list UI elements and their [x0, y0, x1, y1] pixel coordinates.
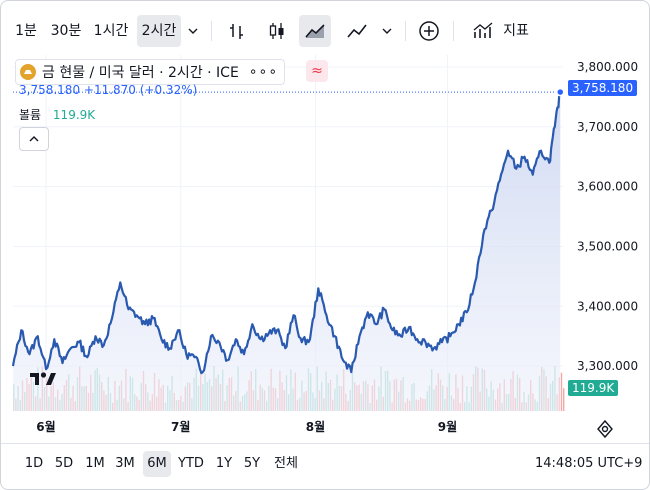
compare-badge-icon[interactable]: ≈ [306, 60, 328, 82]
bottom-separator [1, 443, 649, 444]
interval-1h-button[interactable]: 1시간 [93, 23, 129, 39]
series-area [13, 92, 561, 411]
clock-display: 14:48:05 UTC+9 [535, 456, 643, 471]
volume-value: 119.9K [52, 108, 96, 122]
volume-label: 볼륨 [19, 108, 42, 122]
tradingview-logo [29, 371, 57, 391]
interval-1m-button[interactable]: 1분 [15, 23, 37, 39]
indicators-icon[interactable] [467, 15, 499, 47]
volume-bar [563, 388, 565, 411]
y-tick-label: 3,700.000 [577, 120, 638, 134]
legend-volume: 볼륨 119.9K [19, 106, 95, 123]
top-toolbar: 1분 30분 1시간 2시간 지표 [1, 11, 649, 51]
gold-symbol-icon [20, 64, 36, 80]
x-tick-label: 6월 [36, 419, 55, 434]
x-tick-label: 7월 [171, 419, 190, 434]
range-bar: 1D 5D 1M 3M 6M YTD 1Y 5Y 전체 14:48:05 UTC… [1, 449, 649, 479]
chevron-down-icon[interactable] [181, 15, 205, 47]
series-line [11, 91, 562, 375]
symbol-title: 금 현물 / 미국 달러 · 2시간 · ICE [42, 65, 239, 81]
range-1y-button[interactable]: 1Y [215, 456, 233, 471]
chevron-down-icon[interactable] [375, 15, 399, 47]
range-5y-button[interactable]: 5Y [243, 456, 261, 471]
x-tick-label: 8월 [306, 419, 325, 434]
y-tick-label: 3,300.000 [577, 359, 638, 373]
add-circle-icon[interactable] [413, 15, 445, 47]
indicators-button[interactable]: 지표 [503, 23, 529, 39]
range-1m-button[interactable]: 1M [85, 456, 105, 471]
settings-gear-icon[interactable] [595, 419, 615, 439]
y-tick-label: 3,600.000 [577, 180, 638, 194]
y-tick-label: 3,500.000 [577, 239, 638, 253]
range-6m-button[interactable]: 6M [143, 451, 171, 477]
range-3m-button[interactable]: 3M [115, 456, 135, 471]
candlestick-icon[interactable] [261, 15, 293, 47]
bar-chart-icon[interactable] [221, 15, 253, 47]
last-price-label: 3,758.180 [568, 80, 638, 96]
interval-2h-button[interactable]: 2시간 [137, 15, 181, 47]
more-options-icon[interactable]: ∘∘∘ [248, 64, 279, 80]
range-1d-button[interactable]: 1D [24, 456, 44, 471]
volume-bar [560, 372, 563, 411]
line-chart-icon[interactable] [341, 15, 373, 47]
range-5d-button[interactable]: 5D [54, 456, 74, 471]
last-price-marker [556, 87, 565, 97]
collapse-legend-button[interactable] [19, 127, 49, 151]
symbol-legend[interactable]: 금 현물 / 미국 달러 · 2시간 · ICE ∘∘∘ [15, 59, 286, 85]
y-tick-label: 3,800.000 [577, 60, 638, 74]
range-ytd-button[interactable]: YTD [178, 456, 204, 471]
y-tick-label: 3,400.000 [577, 299, 638, 313]
range-all-button[interactable]: 전체 [274, 456, 298, 471]
interval-30m-button[interactable]: 30분 [50, 23, 82, 39]
legend-price-line: 3,758.180 +11.870 (+0.32%) [19, 83, 198, 97]
x-tick-label: 9월 [438, 419, 457, 434]
area-chart-icon[interactable] [299, 15, 331, 47]
volume-axis-label: 119.9K [568, 380, 619, 396]
price-chart[interactable]: 3,300.000 3,400.000 3,500.000 3,600.000 3,70… [1, 1, 649, 443]
